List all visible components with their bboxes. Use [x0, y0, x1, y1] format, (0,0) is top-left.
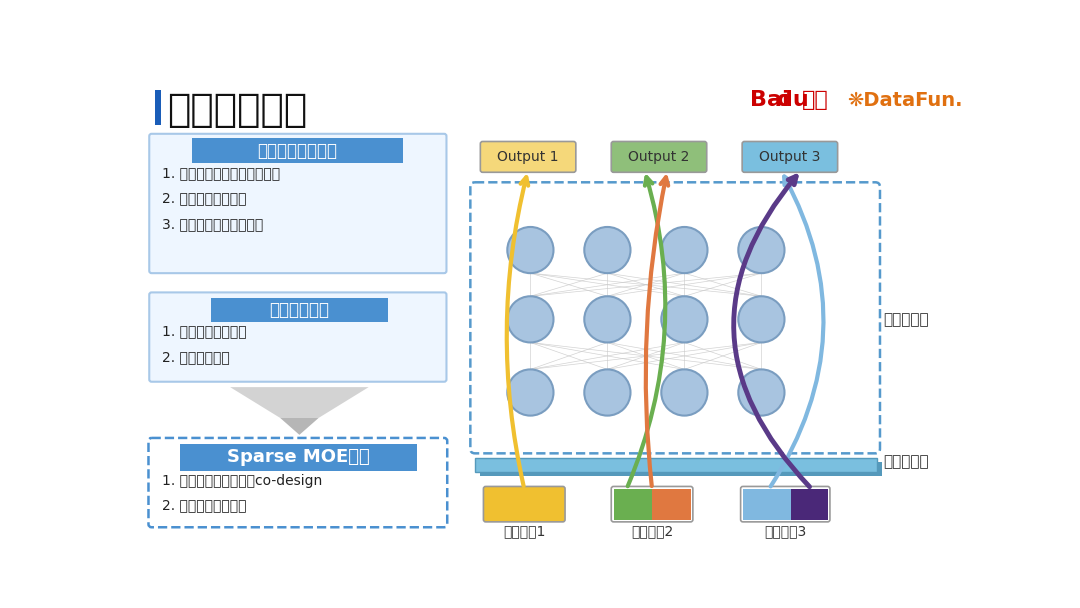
Bar: [180, 444, 417, 471]
Polygon shape: [280, 418, 319, 435]
FancyBboxPatch shape: [149, 134, 446, 273]
Text: 1. 弹性计算，策略架构co-design: 1. 弹性计算，策略架构co-design: [162, 474, 323, 488]
FancyArrowPatch shape: [771, 176, 824, 486]
Text: 3. 数千机器，在线开销大: 3. 数千机器，在线开销大: [162, 217, 264, 231]
Bar: [211, 298, 388, 322]
FancyBboxPatch shape: [611, 142, 706, 172]
Text: Output 1: Output 1: [497, 150, 558, 164]
FancyArrowPatch shape: [733, 176, 810, 487]
Circle shape: [661, 296, 707, 342]
FancyBboxPatch shape: [471, 182, 880, 454]
FancyBboxPatch shape: [742, 142, 838, 172]
Bar: [613, 489, 652, 520]
Text: Sparse MOE网络: Sparse MOE网络: [227, 448, 370, 466]
FancyBboxPatch shape: [484, 486, 565, 522]
FancyArrowPatch shape: [627, 177, 665, 486]
Text: 1. 流程长，方案复杂: 1. 流程长，方案复杂: [162, 325, 247, 339]
Circle shape: [508, 370, 553, 416]
Text: 召回队列2: 召回队列2: [631, 524, 673, 538]
Circle shape: [661, 227, 707, 273]
FancyBboxPatch shape: [148, 438, 447, 527]
Circle shape: [661, 370, 707, 416]
Text: 2. 每秒亿级别计算量: 2. 每秒亿级别计算量: [162, 192, 247, 206]
Text: 稀疏路由网络: 稀疏路由网络: [167, 91, 307, 129]
Text: Output 3: Output 3: [759, 150, 821, 164]
Circle shape: [739, 227, 784, 273]
FancyBboxPatch shape: [481, 142, 576, 172]
Text: 2. 最优化算力性价比: 2. 最优化算力性价比: [162, 499, 247, 513]
Text: 传统蒸馏缺陷: 传统蒸馏缺陷: [269, 301, 329, 319]
FancyBboxPatch shape: [149, 292, 446, 382]
Bar: [480, 462, 881, 475]
Text: 路由网络层: 路由网络层: [883, 312, 929, 327]
Text: ❋DataFun.: ❋DataFun.: [848, 91, 963, 109]
Bar: [792, 489, 827, 520]
Circle shape: [584, 296, 631, 342]
Text: du: du: [777, 90, 809, 110]
FancyArrowPatch shape: [507, 177, 528, 486]
Bar: [154, 90, 161, 125]
Text: Bai: Bai: [750, 90, 789, 110]
Circle shape: [739, 370, 784, 416]
Circle shape: [584, 227, 631, 273]
Bar: [475, 458, 877, 472]
Circle shape: [508, 296, 553, 342]
Text: 召回队列3: 召回队列3: [765, 524, 807, 538]
Text: 2. 通常精度有损: 2. 通常精度有损: [162, 350, 230, 364]
Bar: [743, 489, 792, 520]
Text: 流量价值层: 流量价值层: [883, 454, 929, 469]
Text: Output 2: Output 2: [629, 150, 690, 164]
Circle shape: [508, 227, 553, 273]
Bar: [652, 489, 690, 520]
Text: 百度: 百度: [801, 90, 828, 110]
Polygon shape: [230, 387, 368, 418]
Bar: [191, 139, 403, 163]
Circle shape: [739, 296, 784, 342]
Text: 召回队列1: 召回队列1: [503, 524, 545, 538]
Text: 规模与算力的矛盾: 规模与算力的矛盾: [257, 142, 337, 160]
Text: 1. 千亿参数模型，数十种目标: 1. 千亿参数模型，数十种目标: [162, 166, 281, 180]
Circle shape: [584, 370, 631, 416]
FancyArrowPatch shape: [646, 178, 669, 486]
